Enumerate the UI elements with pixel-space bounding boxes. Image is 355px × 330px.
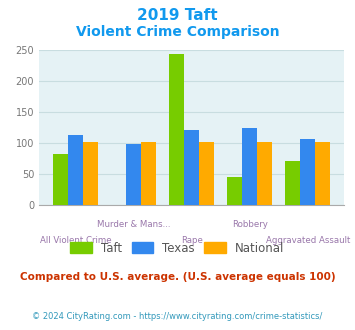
Bar: [53, 154, 68, 205]
Text: Robbery: Robbery: [232, 220, 268, 229]
Text: 2019 Taft: 2019 Taft: [137, 8, 218, 23]
Bar: [83, 142, 98, 205]
Bar: [126, 144, 141, 205]
Text: Aggravated Assault: Aggravated Assault: [266, 236, 350, 245]
Bar: [242, 128, 257, 205]
Bar: [68, 135, 83, 205]
Bar: [141, 142, 156, 205]
Text: Violent Crime Comparison: Violent Crime Comparison: [76, 25, 279, 39]
Bar: [285, 161, 300, 205]
Bar: [257, 142, 272, 205]
Bar: [169, 54, 184, 205]
Bar: [199, 142, 214, 205]
Bar: [315, 142, 331, 205]
Legend: Taft, Texas, National: Taft, Texas, National: [66, 237, 289, 259]
Bar: [184, 130, 199, 205]
Bar: [300, 139, 315, 205]
Bar: [227, 177, 242, 205]
Text: © 2024 CityRating.com - https://www.cityrating.com/crime-statistics/: © 2024 CityRating.com - https://www.city…: [32, 312, 323, 321]
Text: Rape: Rape: [181, 236, 203, 245]
Text: All Violent Crime: All Violent Crime: [40, 236, 111, 245]
Text: Murder & Mans...: Murder & Mans...: [97, 220, 170, 229]
Text: Compared to U.S. average. (U.S. average equals 100): Compared to U.S. average. (U.S. average …: [20, 272, 335, 282]
